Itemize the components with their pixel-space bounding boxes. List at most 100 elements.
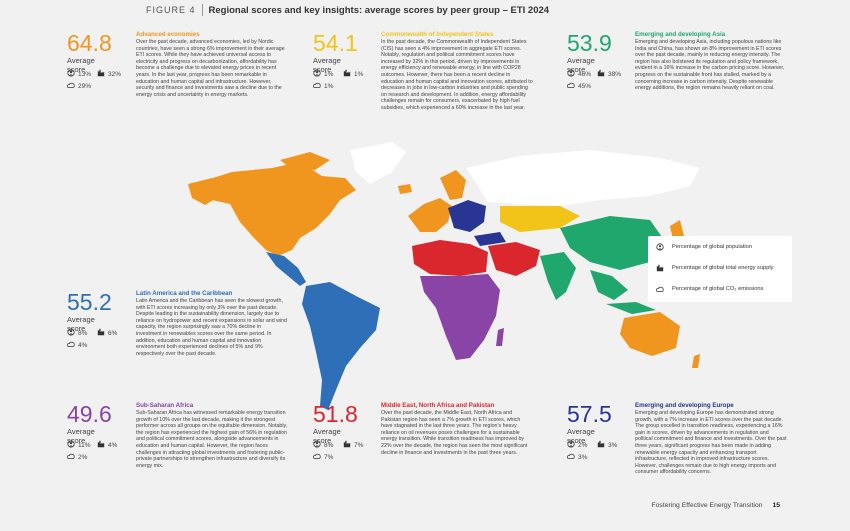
cloud-co2-icon: [313, 452, 321, 462]
region-score: 64.8: [67, 30, 112, 56]
region-score: 51.8: [313, 401, 358, 427]
map-western-europe: [408, 198, 452, 232]
map-central-america: [266, 252, 306, 286]
population-share: 8%: [324, 441, 334, 449]
co2-share: 7%: [324, 453, 334, 461]
region-title: Sub-Saharan Africa: [136, 402, 194, 409]
divider: [201, 4, 203, 16]
stat-co2: 7%: [313, 452, 333, 462]
stat-co2: 45%: [567, 81, 591, 91]
population-share: 13%: [78, 70, 92, 78]
energy-share: 4%: [108, 441, 118, 449]
region-title: Middle East, North Africa and Pakistan: [381, 402, 495, 409]
map-turkey: [474, 232, 506, 246]
co2-share: 3%: [578, 453, 588, 461]
factory-icon: [656, 264, 664, 272]
stat-population: 1%: [313, 69, 333, 79]
region-description: Over the past decade, the Middle East, N…: [381, 410, 528, 456]
map-india: [540, 252, 576, 300]
region-description: Emerging and developing Asia, including …: [635, 39, 785, 92]
map-greenland: [350, 142, 406, 184]
map-southeast-asia: [590, 270, 628, 300]
legend-row-energy: Percentage of global total energy supply: [656, 264, 774, 272]
factory-icon: [343, 440, 351, 450]
map-madagascar: [496, 328, 504, 346]
map-australia: [620, 312, 680, 356]
cloud-co2-icon: [67, 81, 75, 91]
map-sub-saharan-africa: [420, 274, 500, 360]
region-title: Emerging and developing Asia: [635, 31, 726, 38]
globe-people-icon: [656, 243, 664, 251]
map-iceland: [398, 184, 412, 194]
page-footer: Fostering Effective Energy Transition 15: [651, 502, 780, 509]
map-north-africa: [412, 240, 488, 276]
region-description: Emerging and developing Europe has demon…: [635, 410, 787, 476]
co2-share: 1%: [324, 82, 334, 90]
figure-title: Regional scores and key insights: averag…: [208, 4, 550, 16]
globe-people-icon: [567, 69, 575, 79]
factory-icon: [597, 440, 605, 450]
population-share: 1%: [324, 70, 334, 78]
map-alaska: [188, 178, 220, 205]
stat-population: 11%: [67, 440, 91, 450]
figure-header: FIGURE 4 Regional scores and key insight…: [146, 4, 549, 16]
map-indonesia: [606, 302, 656, 314]
stat-co2: 1%: [313, 81, 333, 91]
energy-share: 3%: [608, 441, 618, 449]
factory-icon: [343, 69, 351, 79]
average-score-label: Average score: [567, 56, 595, 74]
globe-people-icon: [67, 69, 75, 79]
map-arctic-islands: [280, 152, 330, 170]
stat-energy: 32%: [97, 69, 121, 79]
stat-population: 8%: [313, 440, 333, 450]
region-score: 57.5: [567, 401, 612, 427]
population-share: 46%: [578, 70, 592, 78]
energy-share: 32%: [108, 70, 122, 78]
legend-energy-label: Percentage of global total energy supply: [672, 265, 774, 271]
co2-share: 29%: [78, 82, 92, 90]
globe-people-icon: [313, 69, 321, 79]
factory-icon: [97, 69, 105, 79]
region-description: Over the past decade, advanced economies…: [136, 39, 285, 98]
average-score-label: Average score: [67, 427, 95, 445]
legend-co2-label: Percentage of global CO₂ emissions: [672, 286, 764, 292]
cloud-co2-icon: [313, 81, 321, 91]
globe-people-icon: [67, 440, 75, 450]
stat-co2: 4%: [67, 340, 87, 350]
figure-label: FIGURE 4: [146, 5, 196, 15]
legend-row-population: Percentage of global population: [656, 243, 752, 251]
legend-population-label: Percentage of global population: [672, 244, 753, 250]
region-score: 49.6: [67, 401, 112, 427]
energy-share: 6%: [108, 329, 118, 337]
factory-icon: [97, 328, 105, 338]
average-score-label: Average score: [67, 315, 95, 333]
map-middle-east: [488, 242, 540, 276]
stat-co2: 2%: [67, 452, 87, 462]
region-title: Advanced economies: [136, 31, 200, 38]
map-new-zealand: [692, 354, 700, 368]
map-russia: [466, 150, 700, 206]
map-eastern-europe: [448, 200, 486, 232]
co2-share: 4%: [78, 341, 88, 349]
cloud-co2-icon: [67, 340, 75, 350]
stat-population: 13%: [67, 69, 91, 79]
factory-icon: [97, 440, 105, 450]
cloud-co2-icon: [67, 452, 75, 462]
globe-people-icon: [567, 440, 575, 450]
region-title: Emerging and developing Europe: [635, 402, 734, 409]
region-score: 55.2: [67, 289, 112, 315]
population-share: 11%: [78, 441, 91, 449]
map-north-america: [200, 162, 356, 256]
stat-co2: 3%: [567, 452, 587, 462]
stat-population: 2%: [567, 440, 587, 450]
globe-people-icon: [313, 440, 321, 450]
energy-share: 7%: [354, 441, 364, 449]
region-title: Commonwealth of Independent States: [381, 31, 494, 38]
average-score-label: Average score: [313, 427, 341, 445]
region-description: In the past decade, the Commonwealth of …: [381, 39, 533, 111]
map-scandinavia: [440, 170, 466, 200]
region-score: 53.9: [567, 30, 612, 56]
factory-icon: [597, 69, 605, 79]
region-description: Sub-Saharan Africa has witnessed remarka…: [136, 410, 288, 469]
region-description: Latin America and the Caribbean has seen…: [136, 298, 288, 357]
